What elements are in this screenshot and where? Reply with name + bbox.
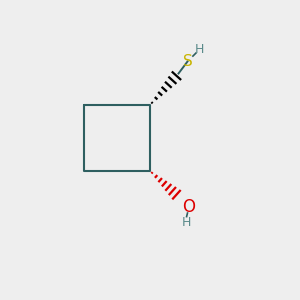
Text: O: O xyxy=(182,198,196,216)
Text: S: S xyxy=(183,54,192,69)
Text: H: H xyxy=(195,43,204,56)
Text: H: H xyxy=(181,216,191,229)
